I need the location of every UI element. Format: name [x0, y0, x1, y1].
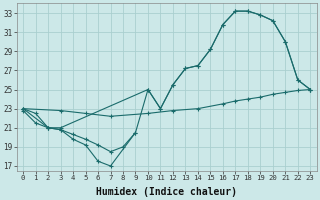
- X-axis label: Humidex (Indice chaleur): Humidex (Indice chaleur): [96, 186, 237, 197]
